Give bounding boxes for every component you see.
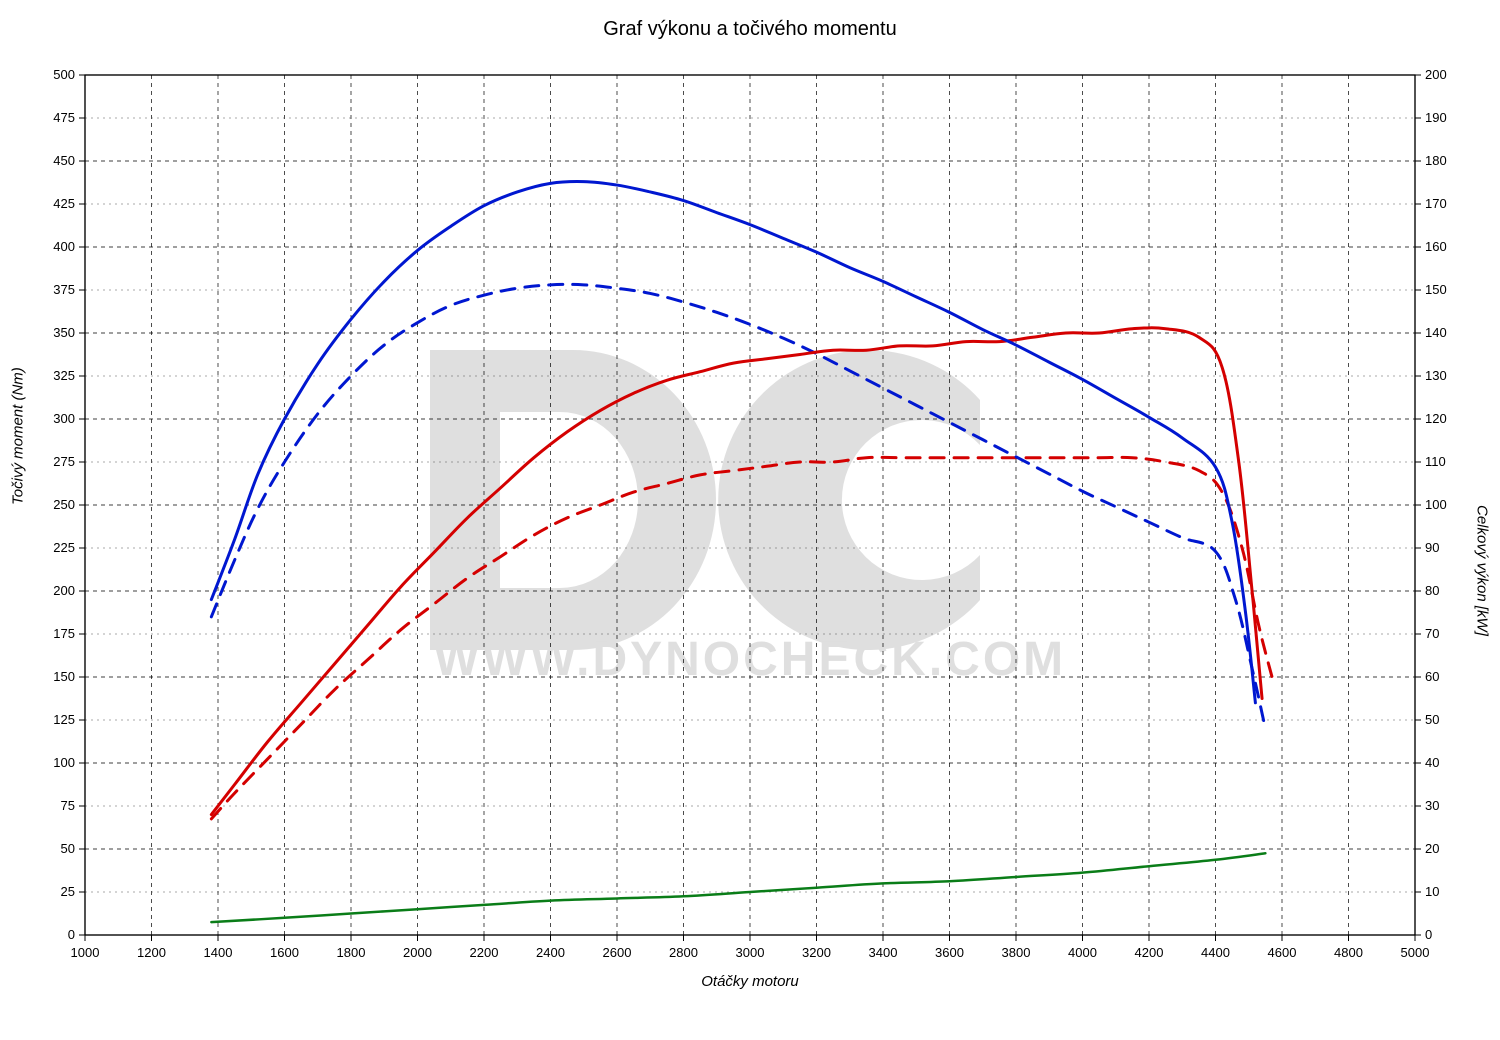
svg-text:450: 450: [53, 153, 75, 168]
x-axis-label: Otáčky motoru: [0, 973, 1500, 990]
svg-text:325: 325: [53, 368, 75, 383]
svg-text:70: 70: [1425, 626, 1439, 641]
svg-text:225: 225: [53, 540, 75, 555]
svg-text:200: 200: [1425, 67, 1447, 82]
svg-text:1200: 1200: [137, 945, 166, 960]
svg-text:100: 100: [53, 755, 75, 770]
svg-text:400: 400: [53, 239, 75, 254]
svg-text:25: 25: [61, 884, 75, 899]
svg-text:3000: 3000: [736, 945, 765, 960]
svg-text:120: 120: [1425, 411, 1447, 426]
svg-text:4600: 4600: [1268, 945, 1297, 960]
svg-text:125: 125: [53, 712, 75, 727]
svg-text:30: 30: [1425, 798, 1439, 813]
svg-text:2400: 2400: [536, 945, 565, 960]
svg-text:4200: 4200: [1135, 945, 1164, 960]
svg-text:300: 300: [53, 411, 75, 426]
svg-text:1400: 1400: [204, 945, 233, 960]
svg-text:60: 60: [1425, 669, 1439, 684]
svg-text:100: 100: [1425, 497, 1447, 512]
svg-text:150: 150: [1425, 282, 1447, 297]
svg-text:1800: 1800: [337, 945, 366, 960]
svg-text:0: 0: [1425, 927, 1432, 942]
svg-text:425: 425: [53, 196, 75, 211]
svg-text:180: 180: [1425, 153, 1447, 168]
svg-text:2200: 2200: [470, 945, 499, 960]
svg-text:50: 50: [1425, 712, 1439, 727]
svg-text:90: 90: [1425, 540, 1439, 555]
svg-text:4400: 4400: [1201, 945, 1230, 960]
svg-text:500: 500: [53, 67, 75, 82]
svg-text:0: 0: [68, 927, 75, 942]
dyno-chart: WWW.DYNOCHECK.COM10001200140016001800200…: [0, 0, 1500, 1040]
chart-container: Graf výkonu a točivého momentu WWW.DYNOC…: [0, 0, 1500, 1040]
svg-text:2800: 2800: [669, 945, 698, 960]
svg-text:5000: 5000: [1401, 945, 1430, 960]
svg-text:250: 250: [53, 497, 75, 512]
svg-text:3600: 3600: [935, 945, 964, 960]
svg-text:1000: 1000: [71, 945, 100, 960]
svg-text:200: 200: [53, 583, 75, 598]
svg-text:4000: 4000: [1068, 945, 1097, 960]
svg-text:150: 150: [53, 669, 75, 684]
svg-text:2000: 2000: [403, 945, 432, 960]
svg-text:4800: 4800: [1334, 945, 1363, 960]
svg-text:275: 275: [53, 454, 75, 469]
svg-text:3400: 3400: [869, 945, 898, 960]
svg-text:170: 170: [1425, 196, 1447, 211]
svg-text:140: 140: [1425, 325, 1447, 340]
svg-text:130: 130: [1425, 368, 1447, 383]
svg-text:10: 10: [1425, 884, 1439, 899]
svg-text:3200: 3200: [802, 945, 831, 960]
y-axis-right-label: Celkový výkon [kW]: [1474, 505, 1491, 636]
svg-text:475: 475: [53, 110, 75, 125]
svg-text:190: 190: [1425, 110, 1447, 125]
svg-text:75: 75: [61, 798, 75, 813]
svg-text:160: 160: [1425, 239, 1447, 254]
svg-text:40: 40: [1425, 755, 1439, 770]
svg-text:110: 110: [1425, 454, 1446, 469]
svg-text:50: 50: [61, 841, 75, 856]
svg-text:350: 350: [53, 325, 75, 340]
svg-text:2600: 2600: [603, 945, 632, 960]
svg-text:1600: 1600: [270, 945, 299, 960]
svg-text:3800: 3800: [1002, 945, 1031, 960]
y-axis-left-label: Točivý moment (Nm): [10, 367, 27, 505]
svg-text:375: 375: [53, 282, 75, 297]
svg-text:80: 80: [1425, 583, 1439, 598]
svg-text:175: 175: [53, 626, 75, 641]
svg-text:20: 20: [1425, 841, 1439, 856]
